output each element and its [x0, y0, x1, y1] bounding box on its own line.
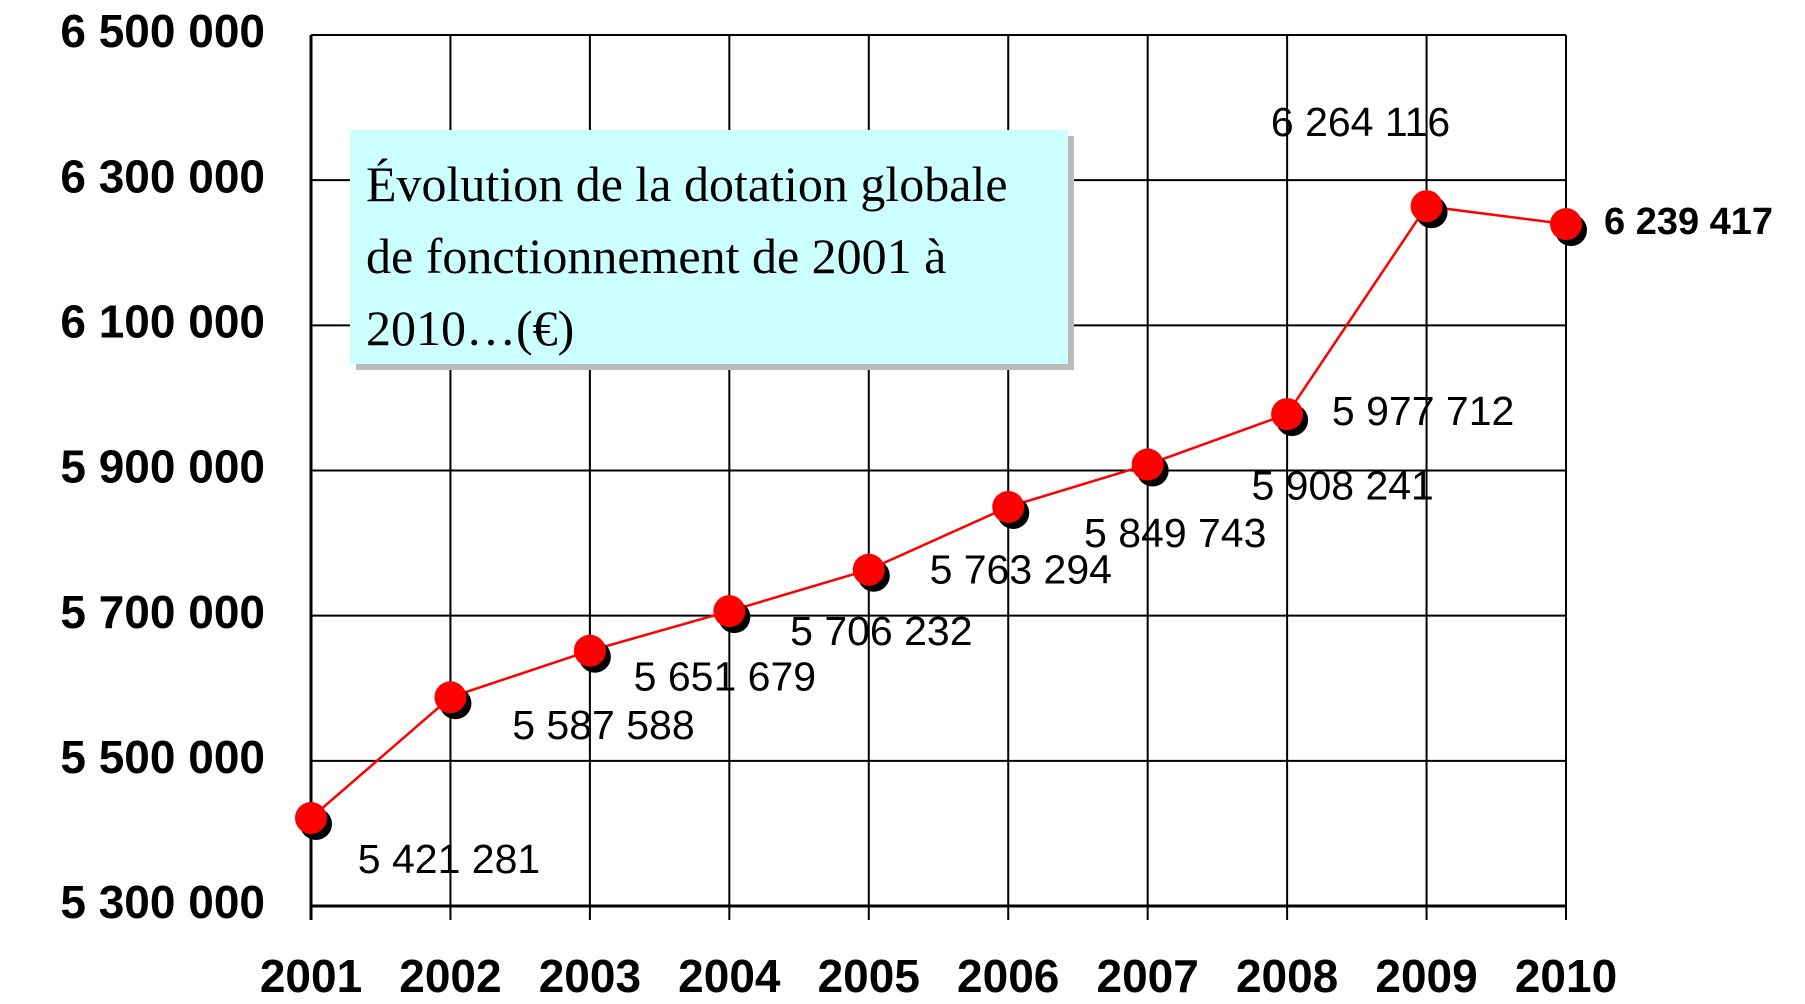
data-label: 6 239 417 — [1604, 201, 1773, 243]
y-tick-label: 5 900 000 — [60, 441, 265, 493]
marker — [573, 634, 606, 667]
x-tick-label: 2006 — [957, 950, 1059, 1002]
y-tick-label: 5 700 000 — [60, 586, 265, 638]
data-label: 5 763 294 — [930, 547, 1112, 593]
chart-title: Évolution de la dotation globale de fonc… — [350, 130, 1068, 364]
x-tick-label: 2009 — [1375, 950, 1477, 1002]
marker — [992, 490, 1025, 523]
marker — [1271, 398, 1304, 431]
marker — [434, 681, 467, 714]
marker — [852, 553, 885, 586]
data-label: 5 849 743 — [1084, 510, 1266, 556]
x-tick-label: 2008 — [1236, 950, 1338, 1002]
x-tick-label: 2010 — [1515, 950, 1617, 1002]
x-tick-label: 2005 — [818, 950, 920, 1002]
y-tick-label: 6 100 000 — [60, 295, 265, 347]
marker — [713, 595, 746, 628]
data-label: 5 651 679 — [634, 654, 816, 700]
x-tick-label: 2002 — [399, 950, 501, 1002]
data-label: 5 977 712 — [1332, 388, 1514, 434]
x-tick-label: 2003 — [539, 950, 641, 1002]
data-label: 5 706 232 — [790, 608, 972, 654]
marker — [1550, 208, 1582, 241]
data-label: 6 264 116 — [1271, 99, 1450, 145]
x-tick-label: 2001 — [260, 950, 362, 1002]
y-tick-label: 6 300 000 — [60, 150, 265, 202]
marker — [1131, 448, 1164, 481]
line — [310, 204, 1567, 819]
y-tick-label: 5 300 000 — [60, 876, 265, 928]
data-label: 5 587 588 — [512, 702, 694, 748]
x-tick-label: 2007 — [1096, 950, 1198, 1002]
data-label: 5 908 241 — [1251, 462, 1433, 508]
marker — [295, 801, 327, 834]
y-tick-label: 5 500 000 — [60, 731, 265, 783]
y-tick-label: 6 500 000 — [60, 5, 265, 57]
x-tick-label: 2004 — [678, 950, 781, 1002]
marker — [1410, 190, 1443, 223]
data-label: 5 421 281 — [358, 836, 540, 882]
